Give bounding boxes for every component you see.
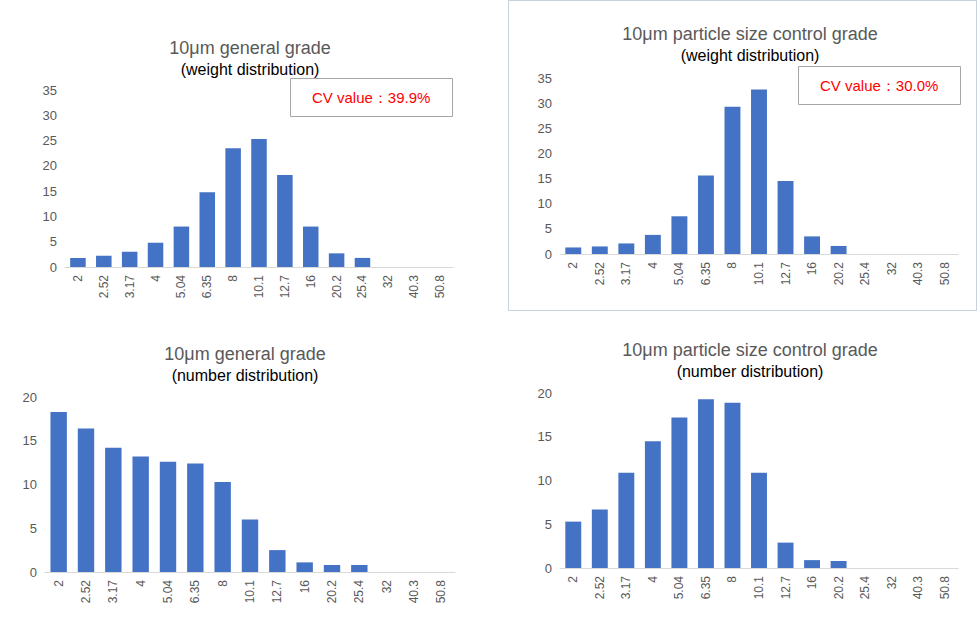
svg-text:6.35: 6.35 bbox=[699, 262, 713, 286]
svg-text:2.52: 2.52 bbox=[593, 262, 607, 286]
svg-text:5.04: 5.04 bbox=[672, 576, 686, 600]
svg-text:12.7: 12.7 bbox=[779, 576, 793, 600]
svg-text:20: 20 bbox=[538, 146, 552, 161]
svg-text:2.52: 2.52 bbox=[593, 576, 607, 600]
svg-text:16: 16 bbox=[298, 580, 312, 594]
svg-text:12.7: 12.7 bbox=[270, 580, 284, 604]
svg-text:32: 32 bbox=[380, 580, 394, 594]
svg-text:10.1: 10.1 bbox=[252, 275, 266, 299]
svg-text:15: 15 bbox=[538, 171, 552, 186]
svg-text:2: 2 bbox=[566, 576, 580, 583]
svg-text:20.2: 20.2 bbox=[330, 275, 344, 299]
svg-text:4: 4 bbox=[646, 576, 660, 583]
svg-text:3.17: 3.17 bbox=[106, 580, 120, 604]
svg-text:3.17: 3.17 bbox=[123, 275, 137, 299]
svg-text:8: 8 bbox=[226, 275, 240, 282]
svg-text:5.04: 5.04 bbox=[174, 275, 188, 299]
svg-text:(weight distribution): (weight distribution) bbox=[181, 61, 320, 78]
svg-text:0: 0 bbox=[545, 561, 552, 576]
svg-text:25.4: 25.4 bbox=[352, 580, 366, 604]
svg-text:32: 32 bbox=[885, 576, 899, 590]
svg-text:10μm particle size control gra: 10μm particle size control grade bbox=[622, 24, 878, 44]
svg-text:5: 5 bbox=[50, 234, 57, 249]
svg-text:20.2: 20.2 bbox=[832, 576, 846, 600]
svg-text:0: 0 bbox=[30, 565, 37, 580]
svg-text:30: 30 bbox=[538, 96, 552, 111]
svg-text:5: 5 bbox=[545, 221, 552, 236]
svg-text:20.2: 20.2 bbox=[325, 580, 339, 604]
svg-text:15: 15 bbox=[43, 184, 57, 199]
svg-text:(number distribution): (number distribution) bbox=[172, 367, 319, 384]
svg-text:16: 16 bbox=[304, 275, 318, 289]
svg-text:6.35: 6.35 bbox=[699, 576, 713, 600]
svg-text:0: 0 bbox=[545, 247, 552, 262]
svg-text:16: 16 bbox=[805, 262, 819, 276]
svg-text:3.17: 3.17 bbox=[619, 576, 633, 600]
svg-text:20: 20 bbox=[23, 390, 37, 405]
svg-text:10μm general grade: 10μm general grade bbox=[169, 38, 330, 58]
svg-text:25: 25 bbox=[538, 121, 552, 136]
svg-text:35: 35 bbox=[43, 83, 57, 98]
svg-text:16: 16 bbox=[805, 576, 819, 590]
svg-text:50.8: 50.8 bbox=[433, 275, 447, 299]
svg-text:20.2: 20.2 bbox=[832, 262, 846, 286]
svg-text:2.52: 2.52 bbox=[79, 580, 93, 604]
svg-text:50.8: 50.8 bbox=[938, 262, 952, 286]
svg-text:2: 2 bbox=[52, 580, 66, 587]
svg-text:25: 25 bbox=[43, 133, 57, 148]
svg-text:20: 20 bbox=[43, 158, 57, 173]
svg-text:5: 5 bbox=[545, 517, 552, 532]
svg-text:CV value：39.9%: CV value：39.9% bbox=[312, 89, 430, 106]
svg-text:3.17: 3.17 bbox=[619, 262, 633, 286]
svg-text:10μm general grade: 10μm general grade bbox=[164, 344, 325, 364]
svg-text:15: 15 bbox=[23, 433, 37, 448]
svg-text:30: 30 bbox=[43, 108, 57, 123]
svg-text:10: 10 bbox=[23, 477, 37, 492]
svg-text:2.52: 2.52 bbox=[97, 275, 111, 299]
svg-text:10.1: 10.1 bbox=[243, 580, 257, 604]
svg-text:40.3: 40.3 bbox=[911, 576, 925, 600]
svg-text:8: 8 bbox=[216, 580, 230, 587]
svg-text:4: 4 bbox=[134, 580, 148, 587]
svg-text:2: 2 bbox=[71, 275, 85, 282]
svg-text:5.04: 5.04 bbox=[161, 580, 175, 604]
svg-text:4: 4 bbox=[646, 262, 660, 269]
svg-text:6.35: 6.35 bbox=[200, 275, 214, 299]
svg-text:5.04: 5.04 bbox=[672, 262, 686, 286]
svg-text:40.3: 40.3 bbox=[407, 275, 421, 299]
svg-text:4: 4 bbox=[149, 275, 163, 282]
svg-text:8: 8 bbox=[725, 576, 739, 583]
svg-text:40.3: 40.3 bbox=[911, 262, 925, 286]
svg-text:CV value：30.0%: CV value：30.0% bbox=[820, 77, 938, 94]
svg-text:12.7: 12.7 bbox=[779, 262, 793, 286]
svg-text:8: 8 bbox=[725, 262, 739, 269]
svg-text:(number distribution): (number distribution) bbox=[677, 363, 824, 380]
svg-text:5: 5 bbox=[30, 521, 37, 536]
svg-text:25.4: 25.4 bbox=[858, 262, 872, 286]
svg-text:6.35: 6.35 bbox=[188, 580, 202, 604]
svg-text:32: 32 bbox=[885, 262, 899, 276]
svg-text:12.7: 12.7 bbox=[278, 275, 292, 299]
svg-text:32: 32 bbox=[381, 275, 395, 289]
svg-text:10: 10 bbox=[538, 473, 552, 488]
svg-text:10.1: 10.1 bbox=[752, 576, 766, 600]
svg-text:20: 20 bbox=[538, 386, 552, 401]
svg-text:25.4: 25.4 bbox=[858, 576, 872, 600]
svg-text:10: 10 bbox=[538, 196, 552, 211]
svg-text:50.8: 50.8 bbox=[938, 576, 952, 600]
svg-text:0: 0 bbox=[50, 260, 57, 275]
svg-text:50.8: 50.8 bbox=[434, 580, 448, 604]
svg-text:10: 10 bbox=[43, 209, 57, 224]
svg-text:25.4: 25.4 bbox=[355, 275, 369, 299]
svg-text:2: 2 bbox=[566, 262, 580, 269]
svg-text:10μm particle size control gra: 10μm particle size control grade bbox=[622, 340, 878, 360]
svg-text:15: 15 bbox=[538, 429, 552, 444]
svg-text:10.1: 10.1 bbox=[752, 262, 766, 286]
svg-text:40.3: 40.3 bbox=[407, 580, 421, 604]
svg-text:(weight distribution): (weight distribution) bbox=[681, 47, 820, 64]
svg-text:35: 35 bbox=[538, 71, 552, 86]
